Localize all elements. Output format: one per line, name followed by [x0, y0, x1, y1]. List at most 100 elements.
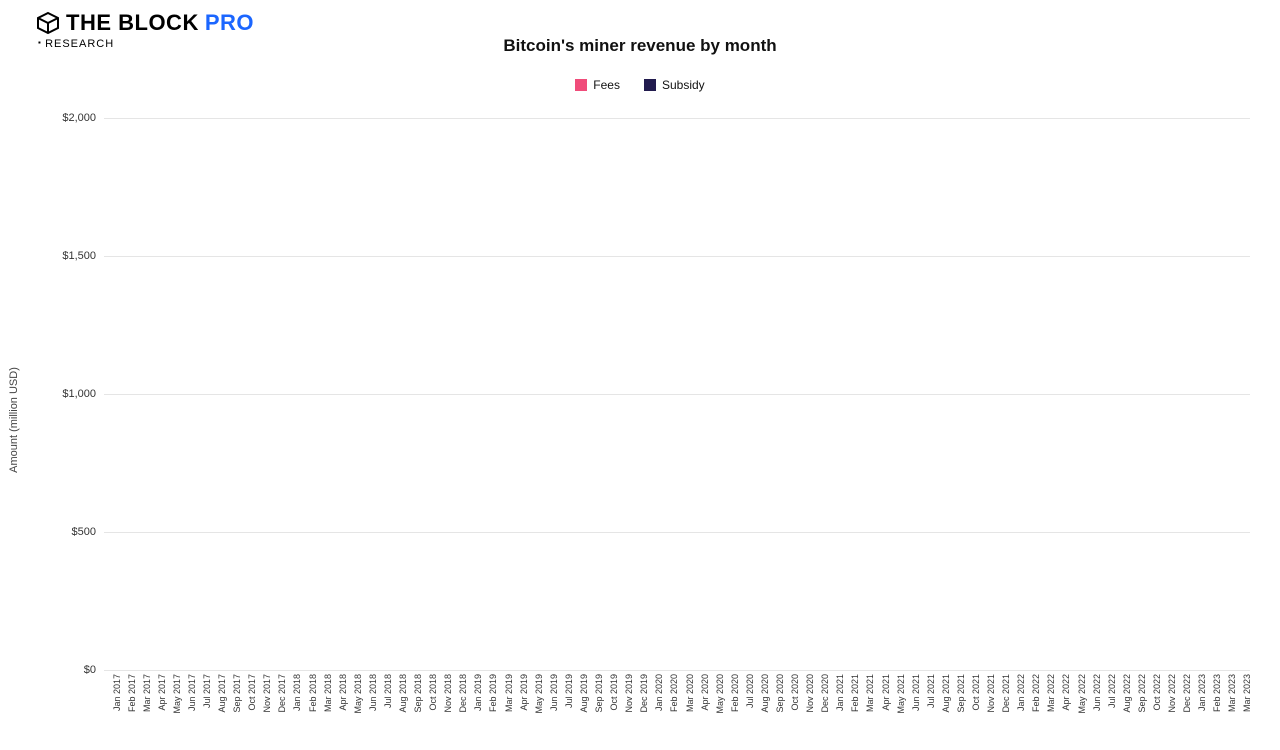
- x-label-slot: Jul 2020: [737, 670, 752, 728]
- y-tick-label: $1,000: [62, 388, 96, 400]
- x-tick-label: Mar 2023: [1242, 674, 1252, 712]
- x-label-slot: Feb 2018: [300, 670, 315, 728]
- grid-line: $500: [104, 532, 1250, 533]
- brand-pro: PRO: [205, 10, 254, 36]
- x-label-slot: Nov 2021: [979, 670, 994, 728]
- x-label-slot: Jan 2022: [1009, 670, 1024, 728]
- x-label-slot: Apr 2022: [1054, 670, 1069, 728]
- x-label-slot: Mar 2018: [315, 670, 330, 728]
- x-label-slot: Mar 2019: [496, 670, 511, 728]
- x-label-slot: Apr 2019: [511, 670, 526, 728]
- chart-title: Bitcoin's miner revenue by month: [0, 36, 1280, 56]
- x-label-slot: Mar 2021: [858, 670, 873, 728]
- x-label-slot: Mar 2023: [1235, 670, 1250, 728]
- x-label-slot: Apr 2020: [692, 670, 707, 728]
- x-label-slot: Aug 2022: [1114, 670, 1129, 728]
- x-label-slot: Jul 2017: [194, 670, 209, 728]
- x-label-slot: Mar 2020: [677, 670, 692, 728]
- x-label-slot: Mar 2022: [1039, 670, 1054, 728]
- cube-icon: [36, 11, 60, 35]
- x-label-slot: Aug 2018: [390, 670, 405, 728]
- x-label-slot: Mar 2017: [134, 670, 149, 728]
- x-label-slot: Aug 2017: [210, 670, 225, 728]
- legend-swatch: [575, 79, 587, 91]
- brand-name: THE BLOCK: [66, 10, 199, 36]
- x-label-slot: Dec 2021: [994, 670, 1009, 728]
- x-label-slot: May 2020: [707, 670, 722, 728]
- x-label-slot: Oct 2022: [1144, 670, 1159, 728]
- x-label-slot: Nov 2018: [436, 670, 451, 728]
- x-label-slot: Sep 2022: [1129, 670, 1144, 728]
- x-label-slot: Oct 2019: [602, 670, 617, 728]
- x-label-slot: Feb 2019: [481, 670, 496, 728]
- y-axis-label: Amount (million USD): [8, 367, 20, 473]
- x-label-slot: May 2017: [164, 670, 179, 728]
- x-label-slot: May 2021: [888, 670, 903, 728]
- grid-line: $0: [104, 670, 1250, 671]
- x-label-slot: Jul 2018: [375, 670, 390, 728]
- x-label-slot: Apr 2017: [149, 670, 164, 728]
- x-label-slot: Jun 2018: [360, 670, 375, 728]
- legend-swatch: [644, 79, 656, 91]
- x-label-slot: Feb 2017: [119, 670, 134, 728]
- legend-label: Fees: [593, 78, 620, 92]
- x-label-slot: Jul 2019: [556, 670, 571, 728]
- x-label-slot: Aug 2019: [571, 670, 586, 728]
- legend-item: Fees: [575, 78, 620, 92]
- x-label-slot: Dec 2022: [1175, 670, 1190, 728]
- chart-legend: Fees Subsidy: [0, 78, 1280, 92]
- x-label-slot: Sep 2021: [948, 670, 963, 728]
- x-label-slot: Jun 2019: [541, 670, 556, 728]
- x-label-slot: Jun 2021: [903, 670, 918, 728]
- x-label-slot: Jan 2017: [104, 670, 119, 728]
- x-label-slot: Feb 2021: [843, 670, 858, 728]
- x-label-slot: May 2022: [1069, 670, 1084, 728]
- x-label-slot: Oct 2017: [240, 670, 255, 728]
- x-label-slot: Aug 2020: [752, 670, 767, 728]
- x-label-slot: Nov 2020: [798, 670, 813, 728]
- x-label-slot: Jul 2022: [1099, 670, 1114, 728]
- plot-area: Jan 2017Feb 2017Mar 2017Apr 2017May 2017…: [104, 118, 1250, 670]
- x-label-slot: Oct 2018: [421, 670, 436, 728]
- x-label-slot: Feb 2023: [1205, 670, 1220, 728]
- y-tick-label: $500: [72, 526, 96, 538]
- x-label-slot: Nov 2019: [617, 670, 632, 728]
- x-label-slot: May 2019: [526, 670, 541, 728]
- grid-line: $1,500: [104, 256, 1250, 257]
- x-label-slot: Sep 2017: [225, 670, 240, 728]
- x-label-slot: Sep 2019: [587, 670, 602, 728]
- y-tick-label: $0: [84, 664, 96, 676]
- x-label-slot: Jan 2020: [647, 670, 662, 728]
- x-label-slot: Apr 2021: [873, 670, 888, 728]
- x-label-slot: Oct 2021: [963, 670, 978, 728]
- x-label-slot: Dec 2018: [451, 670, 466, 728]
- grid-line: $1,000: [104, 394, 1250, 395]
- x-label-slot: Feb 2020: [662, 670, 677, 728]
- grid-line: $2,000: [104, 118, 1250, 119]
- x-label-slot: Nov 2017: [255, 670, 270, 728]
- x-label-slot: Feb 2022: [1024, 670, 1039, 728]
- x-labels-container: Jan 2017Feb 2017Mar 2017Apr 2017May 2017…: [104, 670, 1250, 728]
- y-tick-label: $1,500: [62, 250, 96, 262]
- x-label-slot: Apr 2018: [330, 670, 345, 728]
- x-label-slot: Dec 2020: [813, 670, 828, 728]
- legend-item: Subsidy: [644, 78, 705, 92]
- x-label-slot: Sep 2020: [767, 670, 782, 728]
- y-tick-label: $2,000: [62, 112, 96, 124]
- x-label-slot: Mar 2023: [1220, 670, 1235, 728]
- x-label-slot: Jan 2018: [285, 670, 300, 728]
- x-label-slot: Jan 2019: [466, 670, 481, 728]
- x-label-slot: Jun 2022: [1084, 670, 1099, 728]
- x-label-slot: Nov 2022: [1159, 670, 1174, 728]
- brand-logo-row: THE BLOCK PRO: [36, 10, 254, 36]
- x-label-slot: Jul 2021: [918, 670, 933, 728]
- legend-label: Subsidy: [662, 78, 705, 92]
- x-label-slot: Oct 2020: [783, 670, 798, 728]
- x-label-slot: Jun 2017: [179, 670, 194, 728]
- x-label-slot: Jan 2023: [1190, 670, 1205, 728]
- x-label-slot: Sep 2018: [406, 670, 421, 728]
- x-label-slot: Dec 2019: [632, 670, 647, 728]
- x-label-slot: Dec 2017: [270, 670, 285, 728]
- x-label-slot: Feb 2020: [722, 670, 737, 728]
- x-label-slot: Aug 2021: [933, 670, 948, 728]
